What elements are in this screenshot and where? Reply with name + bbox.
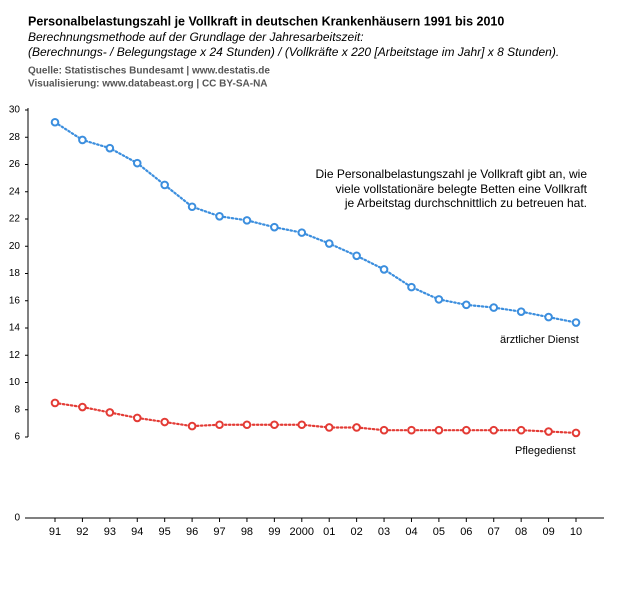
y-tick-label: 6 (14, 432, 20, 443)
point (160, 180, 169, 190)
point (297, 420, 307, 430)
y-tick-label: 12 (9, 350, 21, 361)
point (78, 402, 87, 412)
point (215, 211, 224, 221)
y-tick-label: 16 (9, 295, 21, 306)
point (132, 158, 142, 168)
point (434, 295, 444, 304)
annotation: Die Personalbelastungszahl je Vollkraft … (316, 167, 588, 181)
point (242, 216, 252, 225)
chart-title: Personalbelastungszahl je Vollkraft in d… (28, 14, 504, 28)
y-tick-label: 20 (9, 241, 21, 252)
point (324, 423, 334, 432)
annotation: je Arbeitstag durchschnittlich zu betreu… (344, 196, 587, 210)
point (571, 318, 581, 327)
point (215, 420, 224, 430)
point (434, 425, 444, 435)
x-tick-label: 94 (131, 526, 143, 538)
y-tick-label: 30 (9, 105, 21, 116)
x-tick-label: 01 (323, 526, 335, 538)
y-tick-label: 0 (14, 513, 20, 524)
point (324, 239, 334, 248)
point (516, 425, 526, 435)
x-tick-label: 93 (104, 526, 116, 538)
point (462, 425, 471, 435)
x-tick-label: 09 (542, 526, 554, 538)
y-tick-label: 14 (9, 323, 21, 334)
point (270, 420, 279, 430)
x-tick-label: 04 (405, 526, 417, 538)
point (407, 425, 416, 435)
x-tick-label: 07 (488, 526, 500, 538)
point (297, 228, 307, 237)
x-tick-label: 95 (159, 526, 171, 538)
x-tick-label: 91 (49, 526, 61, 538)
x-tick-label: 03 (378, 526, 390, 538)
x-tick-label: 92 (76, 526, 88, 538)
point (352, 423, 361, 432)
point (379, 425, 389, 435)
y-tick-label: 24 (9, 186, 21, 197)
point (571, 428, 581, 438)
point (132, 413, 142, 423)
y-tick-label: 28 (9, 132, 21, 143)
point (50, 398, 60, 408)
point (187, 202, 197, 212)
series-line (53, 401, 578, 435)
x-tick-label: 98 (241, 526, 253, 538)
subtitle: (Berechnungs- / Belegungstage x 24 Stund… (28, 45, 559, 59)
point (242, 420, 252, 430)
point (516, 307, 526, 316)
point (544, 427, 553, 436)
point (160, 417, 169, 427)
point (489, 303, 499, 312)
point (270, 222, 279, 232)
source: Visualisierung: www.databeast.org | CC B… (28, 79, 268, 90)
point (544, 312, 553, 322)
source: Quelle: Statistisches Bundesamt | www.de… (28, 66, 270, 77)
subtitle: Berechnungsmethode auf der Grundlage der… (28, 30, 364, 44)
x-tick-label: 99 (268, 526, 280, 538)
x-tick-label: 2000 (290, 526, 314, 538)
x-tick-label: 10 (570, 526, 582, 538)
point (187, 421, 197, 431)
point (78, 135, 87, 145)
x-tick-label: 05 (433, 526, 445, 538)
point (407, 282, 416, 292)
point (379, 265, 389, 274)
series-label: Pflegedienst (515, 445, 576, 457)
y-tick-label: 26 (9, 159, 21, 170)
x-tick-label: 08 (515, 526, 527, 538)
y-tick-label: 18 (9, 268, 21, 279)
x-tick-label: 97 (213, 526, 225, 538)
x-tick-label: 96 (186, 526, 198, 538)
x-tick-label: 02 (351, 526, 363, 538)
y-tick-label: 8 (14, 404, 20, 415)
point (462, 300, 471, 310)
point (105, 408, 115, 417)
annotation: viele vollstationäre belegte Betten eine… (336, 182, 588, 196)
series-label: ärztlicher Dienst (500, 334, 579, 346)
x-tick-label: 06 (460, 526, 472, 538)
y-tick-label: 22 (9, 214, 21, 225)
point (105, 143, 115, 153)
point (50, 117, 60, 127)
y-tick-label: 10 (9, 377, 21, 388)
point (489, 425, 499, 435)
series-line (53, 121, 578, 324)
point (352, 251, 361, 261)
